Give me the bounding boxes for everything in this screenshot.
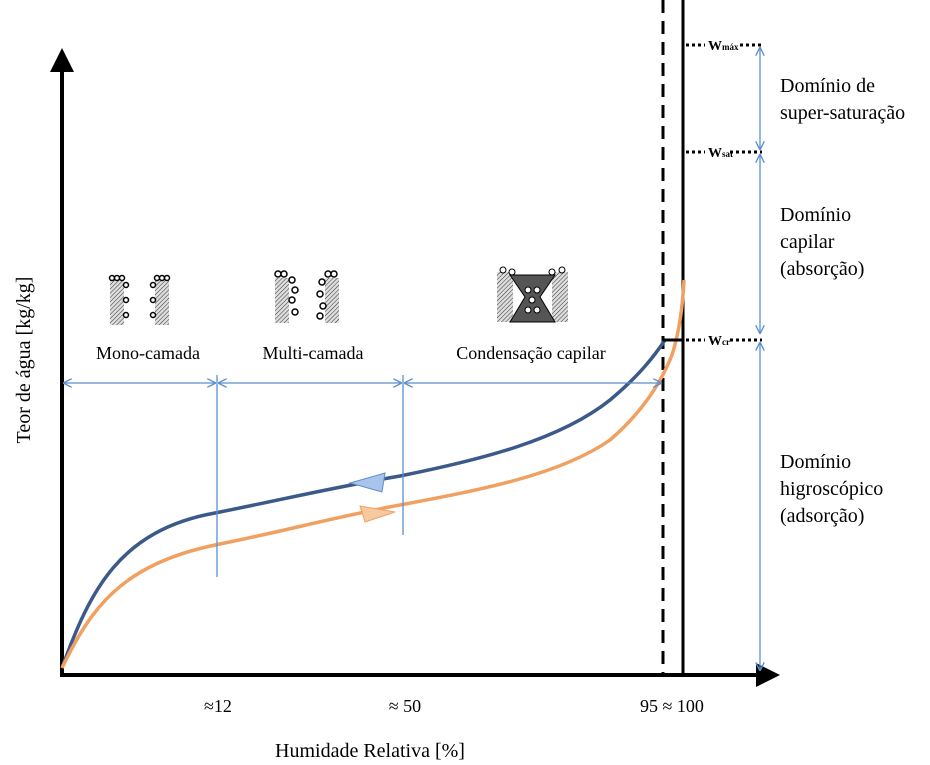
desorption-curve [60,339,667,669]
domain-label: (absorção) [780,258,864,280]
x-tick-label: ≈12 [204,696,232,716]
desorption-arrow [348,472,386,493]
level-subscript: sat [722,149,733,159]
domain-label: higroscópico [780,478,883,500]
region-label: Condensação capilar [456,343,605,363]
level-symbol: W [708,146,722,161]
axes [60,65,760,677]
domain-label: capilar [780,231,835,253]
level-markers [686,43,762,342]
x-tick-label: 95 ≈ 100 [640,696,704,716]
y-arrow [50,48,74,72]
domain-label: Domínio [780,451,851,473]
domain-label: Domínio de [780,75,875,97]
level-subscript: máx [722,42,739,52]
level-label: Wsat [708,146,733,161]
level-label: Wmáx [708,39,739,54]
level-subscript: cr [722,337,730,347]
domain-label: (adsorção) [780,505,864,527]
level-symbol: W [708,39,722,54]
adsorption-arrow [359,505,396,523]
x-tick-label: ≈ 50 [389,696,421,716]
domain-label: Domínio [780,204,851,226]
region-label: Mono-camada [96,343,200,363]
x-axis-label: Humidade Relativa [%] [275,740,465,762]
level-symbol: W [708,334,722,349]
y-axis-label: Teor de água [kg/kg] [13,277,35,444]
pictograms [108,266,568,325]
region-label: Multi-camada [263,343,364,363]
domain-label: super-saturação [780,102,905,124]
adsorption-curve [60,279,686,669]
level-label: Wcr [708,334,730,349]
domain-labels: Domínio de super-saturação Domínio capilar (… [780,75,905,527]
